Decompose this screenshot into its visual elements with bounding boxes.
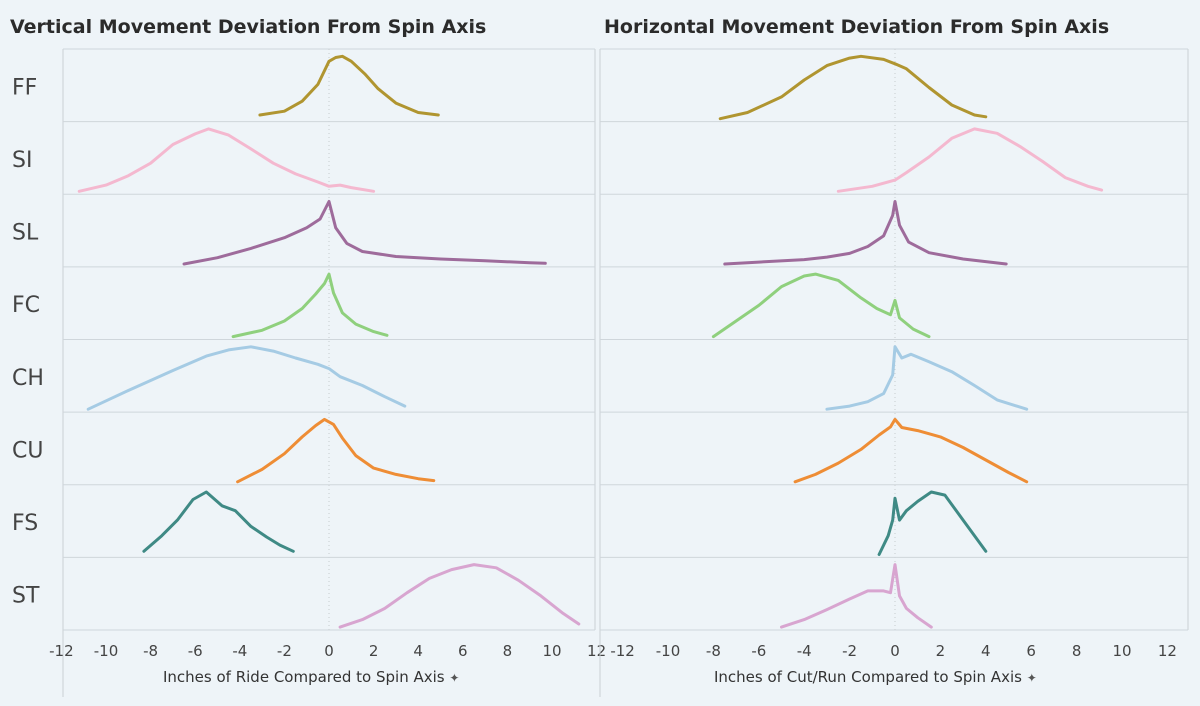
row-label-st: ST	[12, 584, 40, 609]
panel-0-x-tick-label: 0	[324, 642, 334, 660]
panel-0-x-tick-label: 2	[369, 642, 379, 660]
panel-0-x-tick-label: 12	[587, 642, 606, 660]
panel-0-series-cu	[236, 417, 436, 484]
panel-0-series-ff	[258, 54, 440, 117]
vertical-x-axis-label: Inches of Ride Compared to Spin Axis	[163, 668, 445, 686]
panel-0-x-tick-label: -8	[143, 642, 158, 660]
vertical-x-axis-pin-icon: ✦	[449, 671, 460, 685]
row-label-ch: CH	[12, 366, 44, 391]
panel-1-series-cu	[793, 417, 1029, 484]
row-label-fc: FC	[12, 293, 40, 318]
horizontal-x-axis-pin-icon: ✦	[1026, 671, 1037, 685]
panel-1-series-si	[836, 127, 1104, 193]
row-label-sl: SL	[12, 221, 39, 246]
panel-1-x-tick-label: -4	[797, 642, 812, 660]
panel-1-x-tick-label: 4	[981, 642, 991, 660]
panel-1-x-tick-label: 6	[1026, 642, 1036, 660]
panel-1-x-tick-label: -2	[842, 642, 857, 660]
row-label-si: SI	[12, 148, 32, 173]
panel-1-x-tick-label: -8	[706, 642, 721, 660]
panel-1-series-sl	[723, 200, 1008, 266]
panel-1-x-tick-label: -6	[751, 642, 766, 660]
panel-1-x-tick-label: -12	[610, 642, 635, 660]
horizontal-x-axis-title: Inches of Cut/Run Compared to Spin Axis …	[714, 668, 1037, 686]
panel-1-x-tick-label: 12	[1158, 642, 1177, 660]
panel-0-x-tick-label: -6	[188, 642, 203, 660]
row-label-fs: FS	[12, 511, 38, 536]
panel-1-series-fc	[711, 272, 931, 339]
panel-0-x-tick-label: -2	[277, 642, 292, 660]
panel-0-series-si	[77, 127, 376, 193]
row-label-ff: FF	[12, 75, 37, 100]
panel-0-x-tick-label: -10	[94, 642, 119, 660]
panel-1-series-ff	[718, 54, 988, 121]
panel-0-x-tick-label: 10	[542, 642, 561, 660]
panel-0-x-tick-label: -12	[49, 642, 74, 660]
panel-0-series-st	[338, 563, 581, 629]
panel-0-x-tick-label: 8	[503, 642, 513, 660]
panel-1-x-tick-label: -10	[656, 642, 681, 660]
horizontal-panel-title: Horizontal Movement Deviation From Spin …	[604, 16, 1110, 38]
vertical-x-axis-title: Inches of Ride Compared to Spin Axis ✦	[163, 668, 459, 686]
panel-1-x-tick-label: 2	[936, 642, 946, 660]
vertical-panel-title: Vertical Movement Deviation From Spin Ax…	[10, 16, 487, 38]
panel-0-x-tick-label: 4	[413, 642, 423, 660]
panel-1-x-tick-label: 0	[890, 642, 900, 660]
row-label-cu: CU	[12, 438, 43, 463]
panel-1-series-ch	[825, 345, 1029, 411]
panel-0-x-tick-label: 6	[458, 642, 468, 660]
panel-0-series-fs	[142, 490, 295, 553]
panel-1-x-tick-label: 10	[1112, 642, 1131, 660]
panel-0-x-tick-label: -4	[232, 642, 247, 660]
panel-1-x-tick-label: 8	[1072, 642, 1082, 660]
panel-1-series-st	[780, 563, 933, 629]
panel-0-series-ch	[86, 345, 407, 411]
panel-0-series-sl	[182, 200, 547, 266]
panel-0-series-fc	[231, 272, 389, 339]
panel-1-series-fs	[877, 490, 988, 556]
horizontal-x-axis-label: Inches of Cut/Run Compared to Spin Axis	[714, 668, 1022, 686]
